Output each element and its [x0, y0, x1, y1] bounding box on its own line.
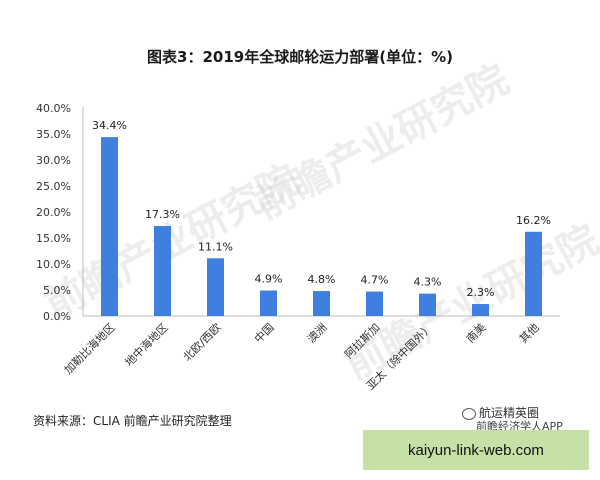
y-tick-label: 40.0%	[36, 102, 71, 115]
x-tick-label: 中国	[252, 321, 277, 346]
bar	[525, 231, 542, 316]
bar-data-label: 2.3%	[467, 286, 495, 299]
y-tick-label: 5.0%	[43, 284, 71, 297]
bar-data-label: 34.4%	[92, 119, 127, 132]
bar	[101, 137, 118, 316]
x-tick-label: 阿拉斯加	[342, 320, 383, 361]
bar-data-label: 4.7%	[361, 274, 389, 287]
url-text: kaiyun-link-web.com	[408, 441, 544, 459]
bar-data-label: 4.9%	[255, 273, 283, 286]
y-tick-label: 10.0%	[36, 258, 71, 271]
bar	[154, 226, 171, 316]
x-tick-label: 澳洲	[305, 321, 330, 346]
bar-data-label: 16.2%	[516, 214, 551, 227]
wechat-sub: 前瞻经济学人APP	[476, 420, 563, 433]
bar	[472, 304, 489, 316]
bar-data-label: 4.3%	[414, 276, 442, 289]
y-tick-label: 30.0%	[36, 154, 71, 167]
bar-data-label: 11.1%	[198, 240, 233, 253]
y-tick-label: 35.0%	[36, 128, 71, 141]
x-tick-label: 其他	[517, 321, 542, 346]
wechat-icon	[462, 407, 476, 420]
chart-title: 图表3：2019年全球邮轮运力部署(单位：%)	[147, 48, 453, 66]
bar-data-label: 17.3%	[145, 208, 180, 221]
bar	[419, 293, 436, 316]
y-tick-label: 25.0%	[36, 180, 71, 193]
y-tick-label: 20.0%	[36, 206, 71, 219]
wechat-name: 航运精英圈	[479, 406, 540, 420]
wechat-mark: 航运精英圈 前瞻经济学人APP	[462, 404, 563, 433]
bar	[207, 258, 224, 316]
bar-data-label: 4.8%	[308, 273, 336, 286]
source-note: 资料来源：CLIA 前瞻产业研究院整理	[33, 414, 232, 428]
y-tick-label: 15.0%	[36, 232, 71, 245]
x-tick-label: 地中海地区	[122, 320, 171, 369]
x-tick-label: 加勒比海地区	[61, 320, 118, 377]
bar	[366, 291, 383, 316]
x-tick-label: 北欧/西欧	[181, 321, 224, 364]
bar-chart: 0.0% 5.0% 10.0% 15.0% 20.0% 25.0% 30.0% 35.0% 40…	[36, 102, 560, 392]
x-tick-label: 南美	[464, 321, 489, 346]
bar	[313, 291, 330, 316]
url-banner[interactable]: kaiyun-link-web.com	[363, 430, 589, 470]
bar	[260, 290, 277, 316]
y-tick-label: 0.0%	[43, 310, 71, 323]
